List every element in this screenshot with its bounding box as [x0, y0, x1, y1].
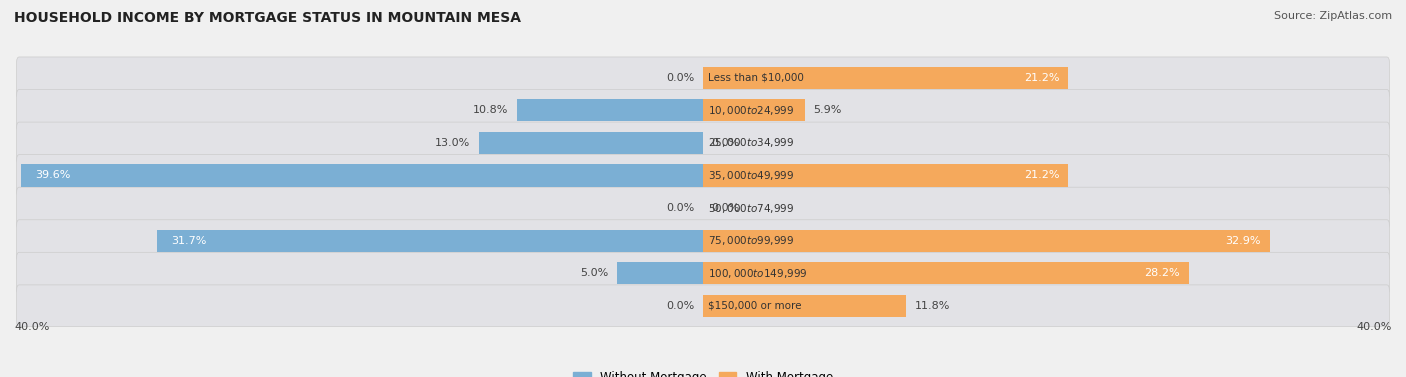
Bar — [703, 230, 1270, 252]
Bar — [703, 67, 1069, 89]
Text: 5.9%: 5.9% — [813, 105, 842, 115]
Text: 28.2%: 28.2% — [1144, 268, 1180, 278]
FancyBboxPatch shape — [17, 285, 1389, 326]
Text: Less than $10,000: Less than $10,000 — [709, 73, 804, 83]
FancyBboxPatch shape — [17, 57, 1389, 99]
Text: $50,000 to $74,999: $50,000 to $74,999 — [709, 202, 794, 215]
Text: 0.0%: 0.0% — [666, 73, 695, 83]
Text: 0.0%: 0.0% — [666, 301, 695, 311]
Text: 39.6%: 39.6% — [35, 170, 70, 181]
Text: $75,000 to $99,999: $75,000 to $99,999 — [709, 234, 794, 247]
Bar — [479, 132, 703, 154]
Bar — [617, 262, 703, 284]
Text: 11.8%: 11.8% — [915, 301, 950, 311]
Text: HOUSEHOLD INCOME BY MORTGAGE STATUS IN MOUNTAIN MESA: HOUSEHOLD INCOME BY MORTGAGE STATUS IN M… — [14, 11, 522, 25]
Text: Source: ZipAtlas.com: Source: ZipAtlas.com — [1274, 11, 1392, 21]
Bar — [21, 164, 703, 187]
Text: $10,000 to $24,999: $10,000 to $24,999 — [709, 104, 794, 117]
Text: $100,000 to $149,999: $100,000 to $149,999 — [709, 267, 807, 280]
Bar — [703, 99, 804, 121]
Text: 32.9%: 32.9% — [1226, 236, 1261, 245]
FancyBboxPatch shape — [17, 187, 1389, 229]
Text: $25,000 to $34,999: $25,000 to $34,999 — [709, 136, 794, 149]
Text: $35,000 to $49,999: $35,000 to $49,999 — [709, 169, 794, 182]
Text: 5.0%: 5.0% — [581, 268, 609, 278]
Text: 13.0%: 13.0% — [436, 138, 471, 148]
Text: 10.8%: 10.8% — [472, 105, 509, 115]
Text: $150,000 or more: $150,000 or more — [709, 301, 801, 311]
Bar — [157, 230, 703, 252]
Text: 40.0%: 40.0% — [1357, 322, 1392, 332]
FancyBboxPatch shape — [17, 155, 1389, 196]
Text: 40.0%: 40.0% — [14, 322, 49, 332]
Text: 21.2%: 21.2% — [1024, 170, 1060, 181]
FancyBboxPatch shape — [17, 89, 1389, 131]
Text: 21.2%: 21.2% — [1024, 73, 1060, 83]
Bar — [517, 99, 703, 121]
Bar — [703, 164, 1069, 187]
Text: 0.0%: 0.0% — [711, 138, 740, 148]
Bar — [703, 262, 1188, 284]
Text: 0.0%: 0.0% — [711, 203, 740, 213]
FancyBboxPatch shape — [17, 122, 1389, 164]
FancyBboxPatch shape — [17, 252, 1389, 294]
Text: 0.0%: 0.0% — [666, 203, 695, 213]
Legend: Without Mortgage, With Mortgage: Without Mortgage, With Mortgage — [568, 366, 838, 377]
Bar — [703, 295, 907, 317]
FancyBboxPatch shape — [17, 220, 1389, 261]
Text: 31.7%: 31.7% — [170, 236, 207, 245]
